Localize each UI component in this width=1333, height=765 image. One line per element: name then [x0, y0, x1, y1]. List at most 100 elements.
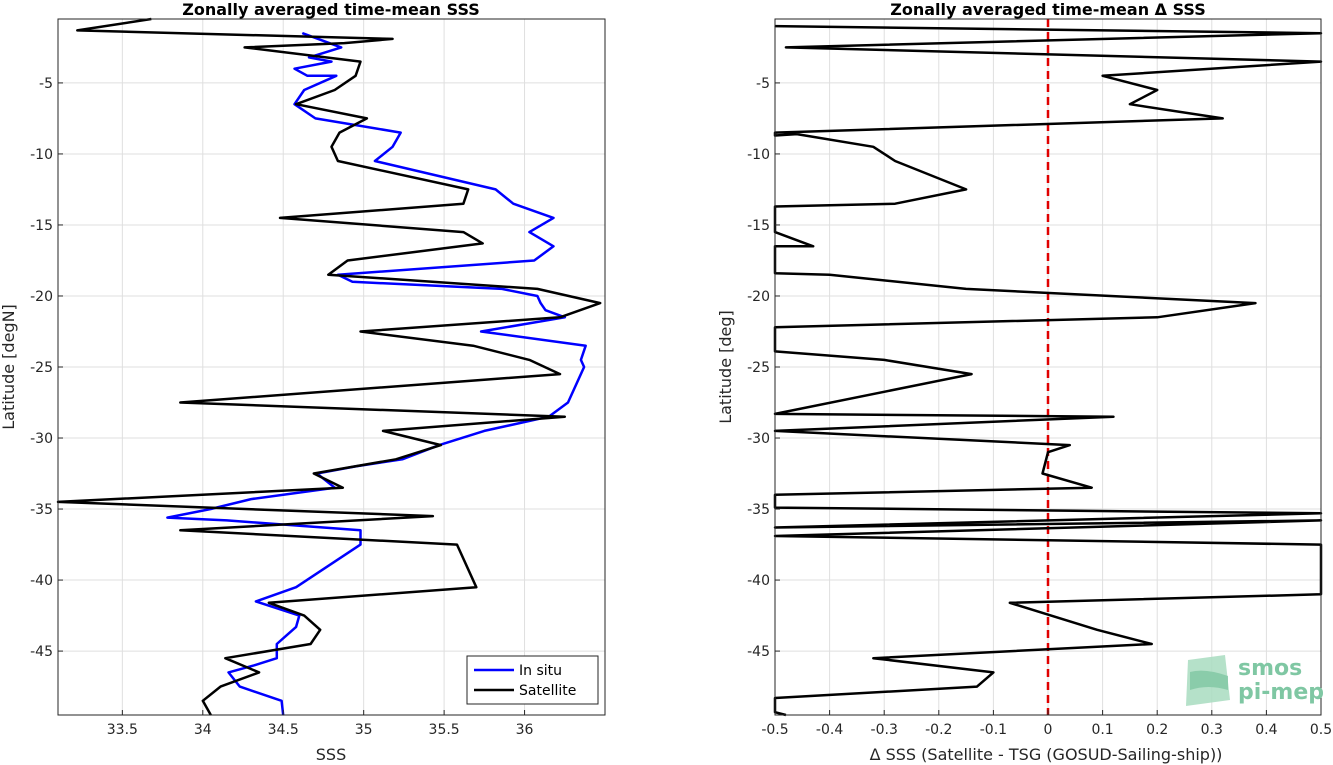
data-point — [467, 188, 469, 190]
data-point — [1091, 487, 1093, 489]
y-tick-label: -35 — [30, 502, 53, 518]
data-point — [258, 671, 260, 674]
data-point — [227, 671, 230, 674]
data-point — [1151, 643, 1153, 645]
data-point — [293, 68, 296, 70]
legend-box — [466, 655, 599, 705]
y-tick-label: -5 — [39, 76, 53, 92]
data-point — [179, 529, 181, 531]
x-tick-label: -0.3 — [871, 722, 898, 738]
x-tick-label: 35 — [355, 722, 373, 738]
left-grid — [58, 19, 605, 715]
x-tick-label: -0.5 — [761, 722, 788, 738]
data-point — [338, 132, 341, 134]
data-point — [401, 458, 403, 460]
data-point — [1047, 451, 1049, 453]
data-point — [894, 160, 896, 162]
right-ticks: -0.5 -0.4 -0.3 -0.2 -0.1 0 0.1 0.2 0.3 0.4 0.5 -45 -… — [747, 76, 1332, 738]
data-point — [1112, 416, 1115, 418]
data-point — [355, 75, 357, 77]
data-point — [330, 61, 333, 63]
data-point — [559, 373, 561, 375]
x-tick-label: 0.2 — [1146, 722, 1168, 738]
left-axes: 33.5 34 34.5 35 35.5 36 -45 -40 -35 -30 -25 -20 -15 -… — [0, 0, 606, 764]
x-tick-label: 36 — [516, 722, 534, 738]
data-point — [335, 75, 337, 77]
data-point — [1129, 103, 1131, 105]
data-point — [343, 42, 345, 44]
data-point — [1069, 444, 1071, 446]
x-tick-label: 0.1 — [1091, 722, 1113, 738]
x-tick-label: -0.4 — [816, 722, 843, 738]
y-tick-label: -15 — [747, 218, 770, 234]
x-tick-label: 34 — [194, 722, 212, 738]
data-point — [279, 217, 281, 219]
data-point — [179, 401, 181, 404]
x-tick-label: -0.2 — [925, 722, 952, 738]
data-point — [475, 586, 477, 588]
x-tick-label: 0 — [1044, 722, 1053, 738]
data-point — [303, 615, 305, 617]
data-point — [583, 366, 585, 368]
data-point — [327, 274, 329, 276]
satellite-series-line — [56, 17, 602, 716]
data-point — [585, 345, 587, 347]
data-point — [301, 32, 304, 34]
y-tick-label: -10 — [747, 147, 770, 163]
data-point — [512, 203, 514, 205]
smos-pi-mep-logo: smos pi-mep — [1186, 655, 1324, 706]
y-tick-label: -20 — [747, 289, 770, 305]
data-point — [314, 117, 316, 119]
data-point — [224, 657, 226, 659]
data-point — [540, 302, 542, 304]
data-point — [872, 146, 874, 148]
data-point — [342, 487, 344, 489]
data-point — [359, 330, 362, 333]
data-point — [359, 544, 362, 546]
data-point — [303, 89, 305, 91]
data-point — [462, 203, 464, 205]
data-point — [580, 359, 582, 361]
data-point — [812, 245, 814, 247]
data-point — [1156, 89, 1158, 91]
left-y-axis-label: Latitude [degN] — [0, 304, 18, 430]
legend-label-satellite: Satellite — [519, 683, 576, 699]
data-point — [1254, 302, 1257, 304]
data-point — [253, 664, 255, 666]
data-point — [276, 657, 278, 659]
data-point — [480, 330, 482, 333]
data-point — [382, 430, 384, 432]
data-point — [883, 359, 885, 361]
x-tick-label: 0.4 — [1255, 722, 1277, 738]
data-point — [1096, 629, 1098, 631]
y-tick-label: -30 — [747, 431, 770, 447]
data-point — [306, 75, 308, 77]
data-point — [293, 103, 296, 105]
data-point — [308, 56, 310, 59]
data-point — [552, 217, 555, 219]
data-point — [374, 160, 376, 162]
data-point — [976, 686, 978, 688]
data-point — [432, 515, 434, 517]
data-point — [501, 288, 503, 290]
data-point — [599, 302, 601, 304]
data-point — [456, 544, 458, 546]
data-point — [366, 117, 368, 119]
data-point — [395, 458, 397, 460]
y-tick-label: -35 — [747, 502, 770, 518]
data-point — [276, 643, 278, 645]
x-tick-label: 33.5 — [107, 722, 138, 738]
data-point — [319, 629, 321, 631]
data-point — [244, 46, 246, 49]
data-point — [462, 231, 464, 233]
left-ticks: 33.5 34 34.5 35 35.5 36 -45 -40 -35 -30 -25 -20 -15 -… — [30, 76, 533, 738]
y-tick-label: -5 — [756, 76, 770, 92]
x-tick-label: 0.5 — [1310, 722, 1332, 738]
data-point — [330, 146, 333, 148]
data-point — [313, 472, 315, 475]
data-point — [1222, 117, 1224, 119]
data-point — [76, 29, 78, 31]
data-point — [1102, 75, 1104, 77]
data-point — [250, 498, 252, 500]
data-point — [559, 316, 561, 318]
